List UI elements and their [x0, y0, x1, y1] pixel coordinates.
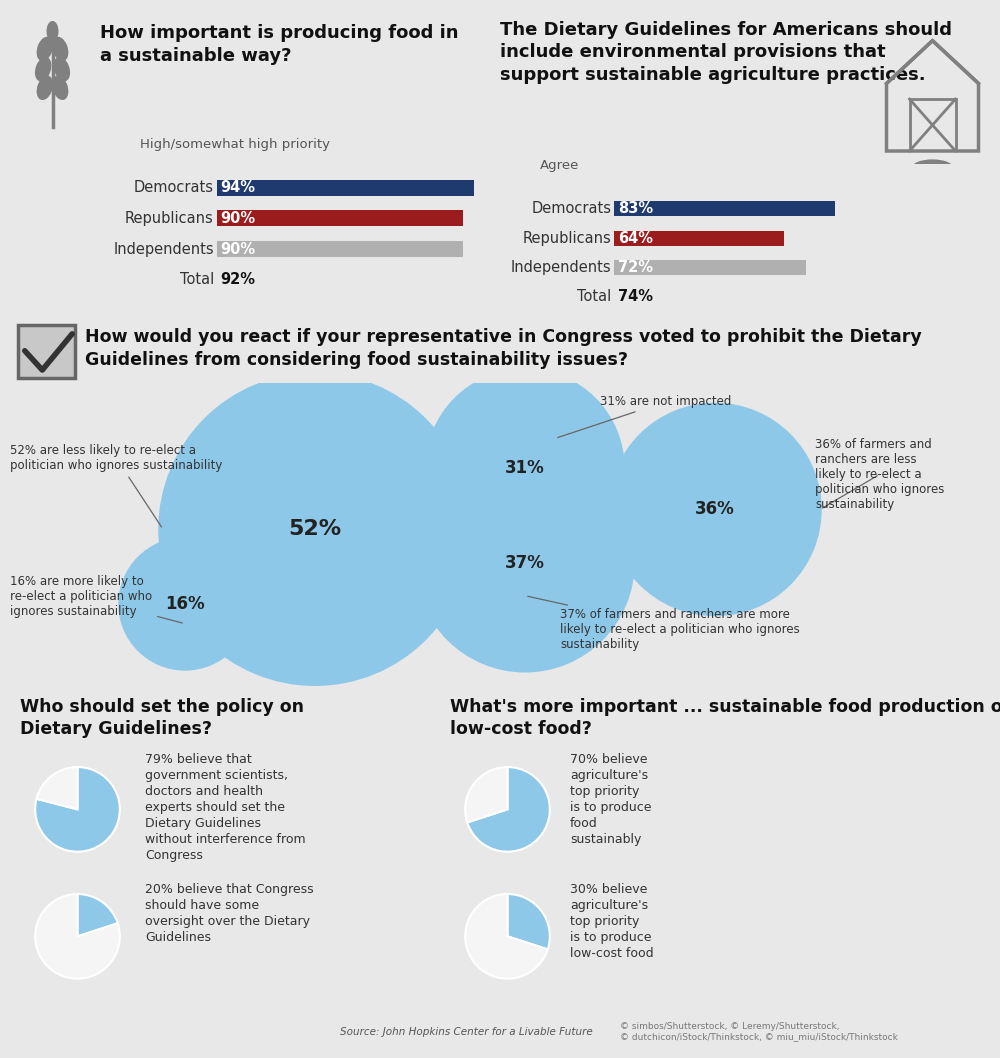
Text: Independents: Independents: [511, 260, 612, 275]
Text: 30% believe
agriculture's
top priority
is to produce
low-cost food: 30% believe agriculture's top priority i…: [570, 883, 654, 961]
Text: 20% believe that Congress
should have some
oversight over the Dietary
Guidelines: 20% believe that Congress should have so…: [145, 883, 314, 945]
Ellipse shape: [610, 404, 820, 615]
Text: Who should set the policy on
Dietary Guidelines?: Who should set the policy on Dietary Gui…: [20, 698, 304, 738]
Text: 37% of farmers and ranchers are more
likely to re-elect a politician who ignores: 37% of farmers and ranchers are more lik…: [528, 597, 800, 652]
Wedge shape: [35, 767, 120, 852]
Wedge shape: [507, 894, 550, 949]
Text: Source: John Hopkins Center for a Livable Future: Source: John Hopkins Center for a Livabl…: [340, 1026, 593, 1037]
Text: 94%: 94%: [221, 180, 256, 195]
Bar: [217, 241, 463, 257]
Text: © simbos/Shutterstock, © Leremy/Shutterstock,
© dutchicon/iStock/Thinkstock, © m: © simbos/Shutterstock, © Leremy/Shutters…: [620, 1022, 898, 1041]
Ellipse shape: [417, 455, 633, 671]
Wedge shape: [465, 767, 508, 822]
Wedge shape: [467, 767, 550, 852]
Text: 90%: 90%: [221, 241, 256, 257]
Wedge shape: [465, 894, 548, 979]
Text: 83%: 83%: [618, 201, 653, 216]
Ellipse shape: [54, 57, 69, 80]
Text: Independents: Independents: [113, 241, 214, 257]
Text: 36% of farmers and
ranchers are less
likely to re-elect a
politician who ignores: 36% of farmers and ranchers are less lik…: [815, 438, 944, 511]
Ellipse shape: [912, 160, 953, 176]
Ellipse shape: [912, 164, 953, 180]
Text: Republicans: Republicans: [125, 211, 214, 226]
Text: 92%: 92%: [221, 273, 256, 288]
Text: 16% are more likely to
re-elect a politician who
ignores sustainability: 16% are more likely to re-elect a politi…: [10, 574, 182, 623]
Text: 16%: 16%: [165, 595, 205, 613]
Bar: [614, 201, 835, 217]
Ellipse shape: [120, 539, 250, 669]
Ellipse shape: [53, 76, 68, 99]
Text: Republicans: Republicans: [523, 231, 612, 245]
Bar: [217, 211, 463, 226]
Text: Agree: Agree: [540, 159, 579, 172]
Text: 90%: 90%: [221, 211, 256, 226]
Text: 64%: 64%: [618, 231, 653, 245]
Text: 52%: 52%: [288, 519, 342, 540]
Ellipse shape: [37, 37, 52, 60]
Ellipse shape: [47, 21, 58, 41]
Text: Democrats: Democrats: [134, 180, 214, 195]
Ellipse shape: [37, 76, 52, 99]
Wedge shape: [77, 894, 118, 936]
Bar: [217, 180, 474, 196]
Text: The Dietary Guidelines for Americans should
include environmental provisions tha: The Dietary Guidelines for Americans sho…: [500, 21, 952, 84]
Text: 52% are less likely to re-elect a
politician who ignores sustainability: 52% are less likely to re-elect a politi…: [10, 444, 222, 527]
Wedge shape: [35, 894, 120, 979]
Bar: [614, 231, 784, 245]
Text: 74%: 74%: [618, 290, 653, 305]
FancyBboxPatch shape: [18, 325, 75, 378]
Ellipse shape: [36, 57, 51, 80]
Text: 37%: 37%: [505, 553, 545, 571]
Text: High/somewhat high priority: High/somewhat high priority: [140, 138, 330, 151]
Bar: [614, 260, 806, 275]
Text: Democrats: Democrats: [532, 201, 612, 216]
Text: How would you react if your representative in Congress voted to prohibit the Die: How would you react if your representati…: [85, 328, 922, 369]
Text: 70% believe
agriculture's
top priority
is to produce
food
sustainably: 70% believe agriculture's top priority i…: [570, 753, 652, 846]
Ellipse shape: [427, 370, 623, 566]
Wedge shape: [37, 767, 78, 809]
Text: 31% are not impacted: 31% are not impacted: [558, 396, 731, 438]
Text: Total: Total: [577, 290, 612, 305]
Ellipse shape: [53, 37, 68, 60]
Text: 79% believe that
government scientists,
doctors and health
experts should set th: 79% believe that government scientists, …: [145, 753, 306, 862]
Text: Total: Total: [180, 273, 214, 288]
Text: 36%: 36%: [695, 500, 735, 518]
Text: 72%: 72%: [618, 260, 653, 275]
Text: How important is producing food in
a sustainable way?: How important is producing food in a sus…: [100, 24, 458, 65]
Text: What's more important ... sustainable food production or
low-cost food?: What's more important ... sustainable fo…: [450, 698, 1000, 738]
Ellipse shape: [160, 375, 470, 685]
Text: 31%: 31%: [505, 459, 545, 477]
